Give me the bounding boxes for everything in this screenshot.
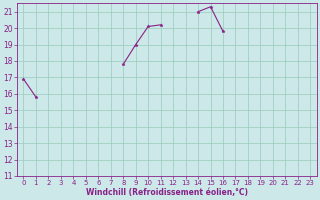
X-axis label: Windchill (Refroidissement éolien,°C): Windchill (Refroidissement éolien,°C) [86,188,248,197]
